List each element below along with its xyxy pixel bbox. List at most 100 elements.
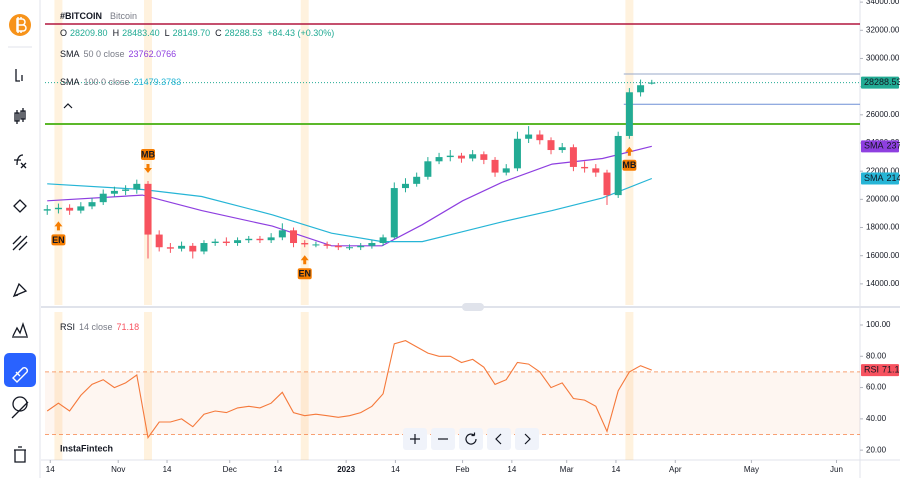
candle-body [178,245,186,249]
y-tick-label: 34000.00 [866,0,900,6]
candle-body [513,138,521,169]
rsi-tick-label: 20.00 [866,445,887,454]
candle-body [446,155,454,158]
rsi-line [46,340,653,439]
collapse-legend[interactable] [63,103,73,109]
candle-body [625,92,633,136]
nav-button[interactable] [487,428,511,450]
candle-body [144,183,152,235]
candle-body [166,247,174,249]
ohlc-value: 28288.53 [225,28,263,38]
y-tick-label: 14000.00 [866,279,900,288]
signal-band [625,312,634,460]
x-tick-label: 14 [163,465,172,474]
signal-arrow [625,146,634,156]
sma-line [47,177,653,243]
candle-body [435,157,443,162]
candle-body [267,237,275,241]
signal-band [54,312,63,460]
tool-icon[interactable] [14,446,26,463]
pane-handle[interactable] [462,303,484,311]
signal-band [54,0,63,305]
y-tick-label: 30000.00 [866,54,900,63]
candle-body [480,154,488,160]
candle-body [110,190,118,194]
tool-icon[interactable] [13,199,27,213]
candle-body [133,183,141,190]
candle-body [525,134,533,139]
signal-arrow [54,221,63,231]
candle-body [547,140,555,151]
candle-body [323,244,331,246]
y-tick-label: 18000.00 [866,223,900,232]
logo-glyph [16,17,27,33]
candle-body [66,207,74,211]
sma-badge-value: 23762.08 [887,141,900,151]
ohlc-key: O [60,28,67,38]
signal-arrow [143,164,152,174]
rsi-tick-label: 100.00 [866,320,891,329]
legend-line: #BITCOIN Bitcoin [60,11,137,21]
tool-icon[interactable] [12,282,28,298]
candle-body [346,247,354,249]
candle-body [189,245,197,252]
candle-body [648,82,656,84]
candle-body [603,172,611,196]
y-tick-label: 16000.00 [866,251,900,260]
candle-body [88,202,96,207]
sma-line [47,145,652,247]
x-tick-label: Feb [456,465,470,474]
symbol-description: Bitcoin [110,11,137,21]
signal-badge [51,234,66,246]
x-tick-label: 14 [507,465,516,474]
watermark: InstaFintech [60,443,113,453]
signal-label: EN [298,269,311,279]
y-tick-label: 26000.00 [866,110,900,119]
candle-body [368,243,376,246]
ohlc-key: H [113,28,120,38]
ohlc-value: 28209.80 [70,28,108,38]
tool-icon[interactable] [12,235,28,251]
signal-label: EN [52,235,65,245]
ohlc-change: +84.43 (+0.30%) [267,28,334,38]
candle-body [614,135,622,196]
candle-body [245,238,253,241]
tool-icon[interactable] [14,108,26,124]
signal-label: MB [141,149,155,159]
rsi-tick-label: 80.00 [866,351,887,360]
sma-value: 21479.3783 [134,77,182,87]
signal-band [143,312,152,460]
tool-icon[interactable] [12,321,28,338]
tool-icon[interactable] [11,396,29,419]
candle-body [222,241,230,244]
nav-button[interactable] [515,428,539,450]
price-badge [861,76,899,89]
candle-body [290,230,298,244]
candle-body [457,155,465,159]
sma-value: 23762.0766 [129,49,177,59]
y-tick-label: 22000.00 [866,166,900,175]
price-badge [861,140,899,153]
tool-icon[interactable] [15,69,23,82]
toolbar [0,0,41,478]
symbol: #BITCOIN [60,11,102,21]
rsi-value: 71.18 [117,322,140,332]
sma-name: SMA [60,77,80,87]
ohlc-key: C [215,28,222,38]
tool-icon[interactable] [14,154,27,169]
rsi-badge-name: RSI [864,364,879,374]
signal-label: MB [622,160,636,170]
candle-body [77,206,85,211]
x-tick-label: Mar [560,465,574,474]
sma-name: SMA [60,49,80,59]
candle-body [390,188,398,238]
nav-button[interactable] [459,428,483,450]
candle-body [357,245,365,248]
tool-active[interactable] [4,353,36,387]
candle-body [379,237,387,244]
legend-line: SMA 100 0 close 21479.3783 [60,77,181,87]
rsi-tick-label: 40.00 [866,414,887,423]
signal-arrow [300,255,309,265]
last-price-label: 28288.53 [864,77,900,87]
